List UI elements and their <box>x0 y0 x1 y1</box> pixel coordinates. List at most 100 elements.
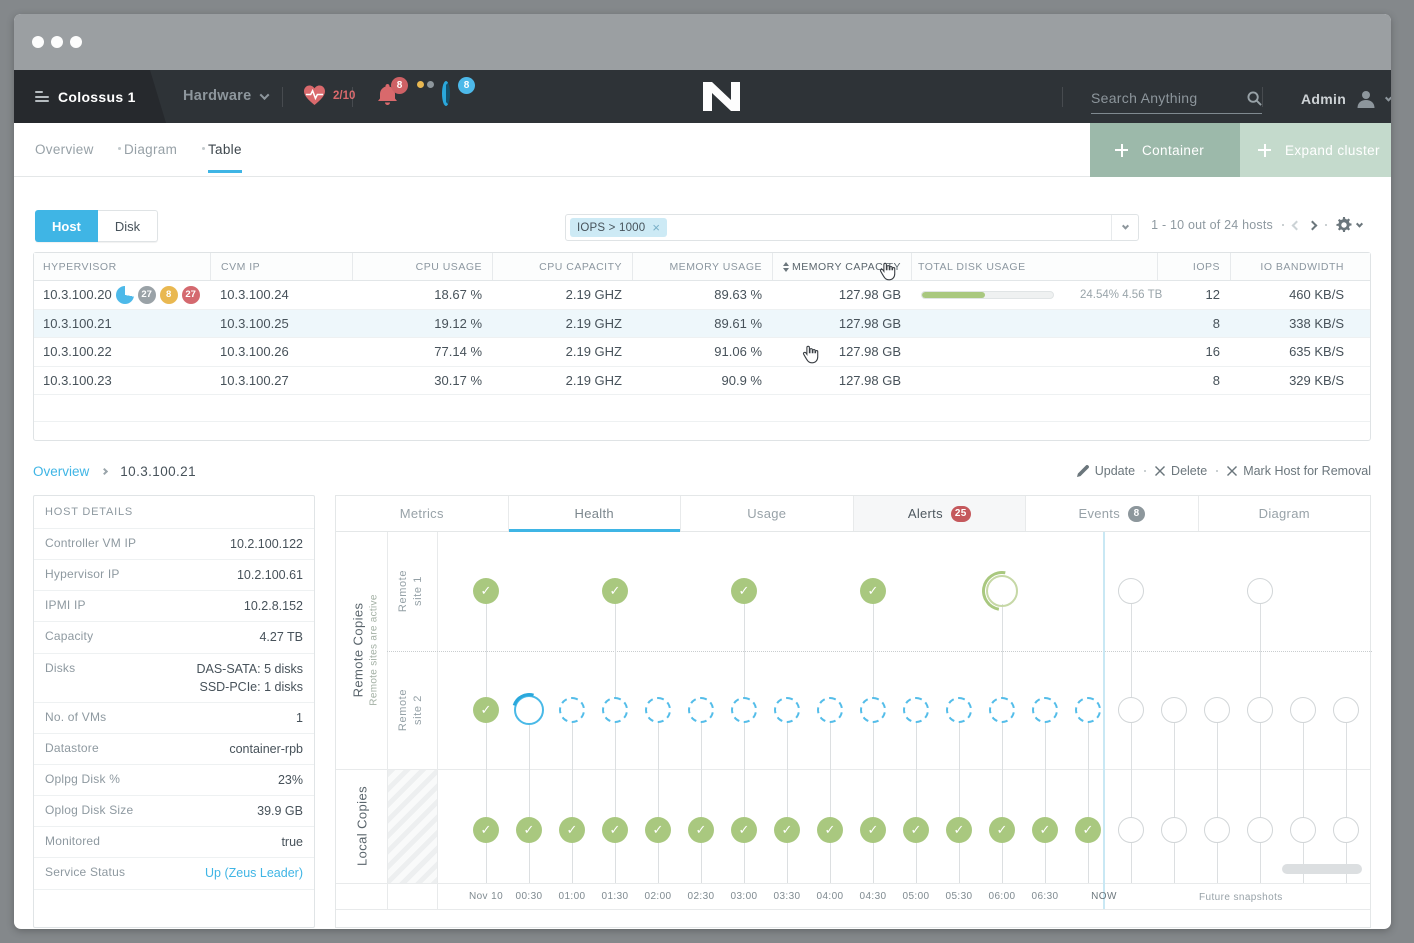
col-memory-capacity[interactable]: MEMORY CAPACITY <box>772 253 911 280</box>
tasks-indicator[interactable]: 8 <box>442 77 475 106</box>
delete-button[interactable]: Delete <box>1155 464 1207 478</box>
col-hypervisor[interactable]: HYPERVISOR <box>43 260 117 273</box>
update-button[interactable]: Update <box>1076 464 1135 478</box>
snapshot-done[interactable] <box>473 697 499 723</box>
snapshot-scheduled[interactable] <box>989 697 1015 723</box>
snapshot-scheduled[interactable] <box>817 697 843 723</box>
snapshot-future[interactable] <box>1204 697 1230 723</box>
snapshot-future[interactable] <box>1247 697 1273 723</box>
service-status-link[interactable]: Up (Zeus Leader) <box>205 866 303 881</box>
snapshot-done[interactable] <box>602 817 628 843</box>
next-page-icon[interactable] <box>1307 220 1318 230</box>
snapshot-future[interactable] <box>1118 697 1144 723</box>
snapshot-done[interactable] <box>989 817 1015 843</box>
chip-close-icon[interactable]: × <box>652 220 661 235</box>
snapshot-done[interactable] <box>602 578 628 604</box>
snapshot-done[interactable] <box>946 817 972 843</box>
breadcrumb-overview[interactable]: Overview <box>33 463 90 479</box>
snapshot-future[interactable] <box>1333 817 1359 843</box>
cluster-name[interactable]: Colossus 1 <box>58 89 136 105</box>
disk-toggle[interactable]: Disk <box>97 210 159 242</box>
window-dot[interactable] <box>32 36 44 48</box>
table-row[interactable]: 10.3.100.21 10.3.100.25 19.12 % 2.19 GHZ 89.… <box>34 309 1370 338</box>
snapshot-future[interactable] <box>1290 817 1316 843</box>
count-badge[interactable]: 27 <box>137 285 156 304</box>
timeline-scrollbar[interactable] <box>1282 864 1362 874</box>
snapshot-future[interactable] <box>1204 817 1230 843</box>
table-settings[interactable] <box>1336 217 1364 233</box>
snapshot-scheduled[interactable] <box>688 697 714 723</box>
snapshot-done[interactable] <box>860 817 886 843</box>
col-cpu-usage[interactable]: CPU USAGE <box>352 253 492 280</box>
snapshot-done[interactable] <box>774 817 800 843</box>
snapshot-done[interactable] <box>1075 817 1101 843</box>
search-input[interactable]: Search Anything <box>1091 90 1262 114</box>
col-cvm-ip[interactable]: CVM IP <box>210 253 352 280</box>
snapshot-done[interactable] <box>516 817 542 843</box>
snapshot-future[interactable] <box>1290 697 1316 723</box>
mark-host-removal-button[interactable]: Mark Host for Removal <box>1227 464 1371 478</box>
tab-metrics[interactable]: Metrics <box>336 496 508 531</box>
health-indicator[interactable]: 2/10 <box>303 85 355 106</box>
snapshot-progress[interactable] <box>514 695 544 725</box>
alerts-indicator[interactable]: 8 <box>378 77 434 111</box>
snapshot-done[interactable] <box>903 817 929 843</box>
snapshot-future[interactable] <box>1247 578 1273 604</box>
snapshot-future[interactable] <box>1118 817 1144 843</box>
filter-input[interactable]: IOPS > 1000 × <box>565 214 1139 241</box>
snapshot-scheduled[interactable] <box>559 697 585 723</box>
snapshot-future[interactable] <box>1118 578 1144 604</box>
snapshot-loading[interactable] <box>986 575 1018 607</box>
snapshot-done[interactable] <box>1032 817 1058 843</box>
count-badge[interactable]: 8 <box>159 285 178 304</box>
expand-cluster-button[interactable]: Expand cluster <box>1240 123 1391 177</box>
snapshot-done[interactable] <box>731 578 757 604</box>
section-dropdown[interactable]: Hardware <box>183 88 269 104</box>
snapshot-done[interactable] <box>473 817 499 843</box>
view-table[interactable]: Table <box>208 142 242 173</box>
snapshot-scheduled[interactable] <box>903 697 929 723</box>
view-diagram[interactable]: Diagram <box>124 142 178 157</box>
container-button[interactable]: Container <box>1090 123 1240 177</box>
prev-page-icon[interactable] <box>1291 220 1302 230</box>
snapshot-scheduled[interactable] <box>602 697 628 723</box>
snapshot-future[interactable] <box>1333 697 1359 723</box>
snapshot-scheduled[interactable] <box>645 697 671 723</box>
snapshot-done[interactable] <box>817 817 843 843</box>
snapshot-done[interactable] <box>645 817 671 843</box>
pie-badge-icon[interactable] <box>115 285 134 304</box>
filter-chip[interactable]: IOPS > 1000 × <box>570 218 668 237</box>
snapshot-scheduled[interactable] <box>774 697 800 723</box>
snapshot-future[interactable] <box>1247 817 1273 843</box>
tab-diagram[interactable]: Diagram <box>1197 496 1370 531</box>
view-overview[interactable]: Overview <box>35 142 94 157</box>
col-memory-usage[interactable]: MEMORY USAGE <box>632 253 772 280</box>
window-dot[interactable] <box>70 36 82 48</box>
tab-alerts[interactable]: Alerts 25 <box>852 496 1025 531</box>
snapshot-done[interactable] <box>473 578 499 604</box>
snapshot-scheduled[interactable] <box>1075 697 1101 723</box>
table-row[interactable]: 10.3.100.23 10.3.100.27 30.17 % 2.19 GHZ 90.… <box>34 366 1370 395</box>
table-row[interactable]: 10.3.100.22 10.3.100.26 77.14 % 2.19 GHZ 91.… <box>34 338 1370 367</box>
tab-events[interactable]: Events 8 <box>1025 496 1198 531</box>
count-badge[interactable]: 27 <box>181 285 200 304</box>
snapshot-scheduled[interactable] <box>1032 697 1058 723</box>
tab-usage[interactable]: Usage <box>680 496 853 531</box>
col-cpu-capacity[interactable]: CPU CAPACITY <box>492 253 632 280</box>
snapshot-scheduled[interactable] <box>946 697 972 723</box>
host-toggle[interactable]: Host <box>35 210 98 242</box>
user-menu[interactable]: Admin <box>1301 89 1391 109</box>
tab-health[interactable]: Health <box>507 496 680 532</box>
table-row[interactable]: 10.3.100.20 27 8 27 10.3.100.24 18.67 % 2.19 G… <box>34 281 1370 310</box>
snapshot-scheduled[interactable] <box>860 697 886 723</box>
filter-dropdown-button[interactable] <box>1111 215 1138 240</box>
snapshot-future[interactable] <box>1161 697 1187 723</box>
col-iops[interactable]: IOPS <box>1157 253 1230 280</box>
col-io-bandwidth[interactable]: IO BANDWIDTH <box>1230 253 1370 280</box>
window-dot[interactable] <box>51 36 63 48</box>
menu-icon[interactable] <box>35 91 49 102</box>
snapshot-future[interactable] <box>1161 817 1187 843</box>
snapshot-done[interactable] <box>559 817 585 843</box>
col-total-disk-usage[interactable]: TOTAL DISK USAGE <box>911 253 1157 280</box>
snapshot-done[interactable] <box>860 578 886 604</box>
